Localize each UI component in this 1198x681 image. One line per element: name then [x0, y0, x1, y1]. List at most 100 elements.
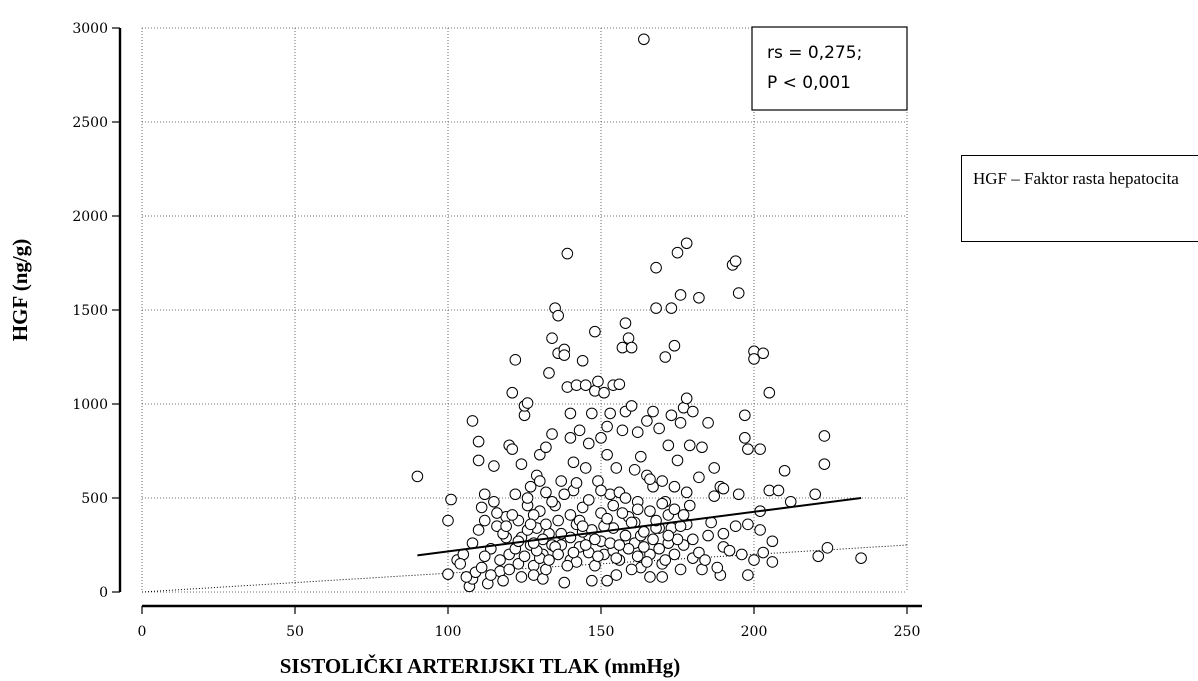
- x-tick-label: 100: [435, 624, 462, 640]
- data-point: [616, 507, 629, 519]
- data-point: [653, 542, 665, 555]
- data-point: [680, 392, 693, 405]
- data-point: [524, 518, 537, 531]
- data-point: [595, 432, 607, 444]
- data-point: [711, 561, 724, 574]
- data-point: [543, 367, 555, 379]
- data-point: [625, 400, 638, 412]
- data-point: [818, 458, 831, 470]
- data-point: [680, 237, 693, 250]
- data-point: [656, 497, 669, 510]
- x-axis-title: SISTOLIČKI ARTERIJSKI TLAK (mmHg): [280, 654, 681, 678]
- data-point: [460, 571, 473, 583]
- data-point: [592, 375, 604, 388]
- data-point: [595, 484, 607, 497]
- data-point: [564, 509, 577, 521]
- data-point: [647, 533, 659, 546]
- data-point: [757, 546, 769, 559]
- data-point: [668, 480, 681, 493]
- data-point: [567, 456, 580, 469]
- data-point: [702, 529, 714, 542]
- y-tick-label: 0: [99, 585, 108, 601]
- data-point: [650, 302, 662, 314]
- data-point: [616, 424, 629, 437]
- data-point: [543, 554, 555, 566]
- data-point: [647, 405, 659, 418]
- data-point: [515, 571, 528, 583]
- data-point: [619, 317, 632, 329]
- stats-box: [751, 26, 908, 111]
- data-point: [742, 443, 754, 455]
- data-point: [506, 509, 519, 521]
- data-point: [732, 488, 745, 501]
- data-point: [540, 518, 552, 531]
- y-tick-label: 1500: [72, 303, 108, 319]
- data-point: [610, 462, 623, 474]
- data-point: [613, 378, 626, 391]
- data-point: [586, 574, 598, 587]
- y-tick-label: 2000: [72, 209, 108, 225]
- data-point: [607, 499, 620, 512]
- x-tick-label: 50: [286, 624, 304, 640]
- data-point: [552, 309, 564, 322]
- x-tick-label: 150: [588, 624, 615, 640]
- data-point: [509, 488, 522, 501]
- regression-line: [417, 497, 862, 557]
- data-point: [478, 514, 491, 527]
- data-point: [619, 492, 632, 504]
- data-point: [491, 507, 503, 519]
- data-point: [582, 437, 595, 450]
- data-point: [570, 477, 583, 489]
- data-point: [472, 454, 485, 467]
- data-point: [641, 556, 653, 568]
- data-point: [650, 261, 662, 274]
- data-point: [696, 441, 708, 454]
- data-point: [638, 541, 650, 553]
- data-point: [677, 509, 690, 521]
- data-point: [687, 533, 699, 546]
- data-point: [631, 503, 644, 516]
- data-point: [656, 475, 669, 487]
- data-point: [739, 432, 751, 444]
- data-point: [732, 287, 745, 299]
- data-point: [442, 514, 454, 527]
- data-point: [818, 430, 831, 442]
- data-points: [411, 33, 867, 593]
- data-point: [475, 561, 488, 574]
- data-point: [497, 574, 509, 587]
- data-point: [478, 550, 491, 563]
- data-point: [748, 353, 760, 365]
- data-point: [644, 505, 656, 517]
- data-point: [564, 407, 577, 420]
- data-point: [506, 386, 519, 399]
- data-point: [579, 539, 592, 551]
- data-point: [604, 407, 616, 420]
- stats-line-2: P < 0,001: [767, 73, 851, 93]
- data-point: [546, 332, 558, 345]
- data-point: [754, 443, 766, 455]
- data-point: [628, 464, 641, 476]
- data-point: [576, 520, 589, 533]
- data-point: [601, 574, 613, 587]
- data-point: [687, 405, 699, 418]
- data-point: [631, 426, 644, 439]
- data-point: [515, 458, 528, 470]
- data-point: [494, 554, 506, 566]
- data-point: [472, 524, 485, 536]
- data-point: [784, 495, 797, 508]
- data-point: [411, 470, 424, 483]
- data-point: [518, 550, 531, 563]
- data-point: [778, 464, 791, 477]
- data-point: [812, 550, 825, 563]
- data-point: [601, 420, 613, 433]
- grid-lines: [141, 27, 908, 593]
- data-point: [613, 539, 626, 551]
- data-point: [729, 255, 742, 267]
- data-point: [674, 289, 687, 301]
- data-point: [472, 435, 485, 448]
- data-point: [809, 488, 822, 501]
- x-tick-label: 0: [138, 624, 147, 640]
- data-point: [579, 379, 592, 392]
- data-point: [625, 341, 638, 354]
